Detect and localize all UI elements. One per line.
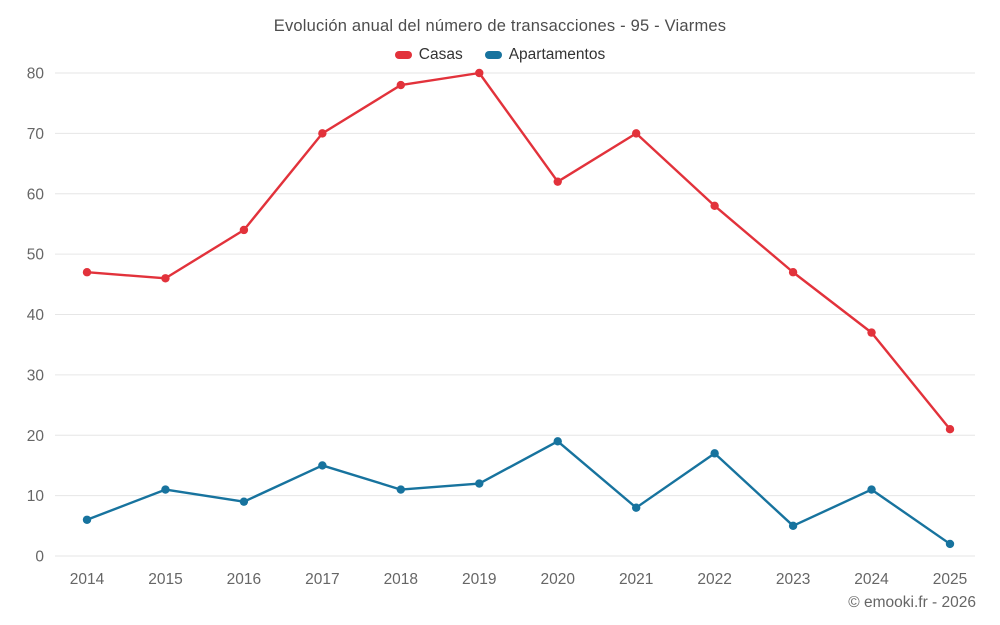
y-tick-label: 60	[27, 186, 45, 203]
legend-label-casas: Casas	[418, 46, 463, 63]
data-point-casas[interactable]	[318, 129, 327, 138]
data-point-apartamentos[interactable]	[710, 449, 719, 458]
data-point-apartamentos[interactable]	[631, 503, 641, 512]
data-point-apartamentos[interactable]	[867, 485, 876, 494]
series-line-casas	[85, 71, 952, 431]
x-tick-label: 2023	[776, 571, 810, 588]
x-tick-label: 2017	[305, 571, 339, 588]
data-point-apartamentos[interactable]	[161, 485, 170, 494]
y-tick-label: 30	[27, 367, 45, 384]
legend-marker-casas	[394, 51, 412, 59]
data-point-apartamentos[interactable]	[82, 515, 92, 524]
legend-label-apartamentos: Apartamentos	[508, 46, 606, 63]
y-tick-label: 10	[27, 488, 45, 505]
y-tick-label: 80	[27, 66, 45, 83]
chart-title: Evolución anual del número de transaccio…	[273, 17, 727, 35]
data-point-casas[interactable]	[475, 68, 484, 78]
data-point-casas[interactable]	[396, 80, 406, 90]
data-point-casas[interactable]	[710, 201, 719, 211]
y-tick-label: 0	[35, 549, 44, 566]
data-point-casas[interactable]	[788, 268, 798, 277]
data-point-casas[interactable]	[631, 129, 641, 138]
x-tick-label: 2022	[697, 571, 731, 588]
x-tick-label: 2016	[227, 571, 261, 588]
y-tick-label: 50	[27, 247, 45, 264]
x-tick-label: 2018	[384, 571, 418, 588]
data-point-casas[interactable]	[239, 225, 249, 235]
data-point-apartamentos[interactable]	[475, 479, 484, 488]
y-tick-label: 20	[27, 428, 45, 445]
data-point-casas[interactable]	[867, 328, 876, 337]
legend-item-apartamentos[interactable]: Apartamentos	[484, 46, 606, 64]
data-point-apartamentos[interactable]	[553, 437, 562, 446]
data-point-apartamentos[interactable]	[239, 497, 249, 506]
x-tick-label: 2019	[462, 571, 496, 588]
y-tick-label: 70	[27, 126, 45, 143]
data-point-casas[interactable]	[553, 177, 562, 186]
data-point-apartamentos[interactable]	[945, 539, 955, 549]
series-line-apartamentos	[85, 440, 952, 546]
data-point-apartamentos[interactable]	[788, 521, 798, 531]
x-tick-label: 2024	[854, 571, 889, 588]
data-point-casas[interactable]	[945, 425, 955, 434]
data-point-casas[interactable]	[161, 274, 170, 283]
credit-text: © emooki.fr - 2026	[848, 594, 976, 611]
x-tick-label: 2014	[70, 571, 105, 588]
chart-legend: Casas Apartamentos	[0, 46, 1000, 64]
data-point-apartamentos[interactable]	[396, 485, 406, 494]
legend-item-casas[interactable]: Casas	[394, 46, 463, 64]
x-tick-label: 2015	[148, 571, 182, 588]
legend-marker-apartamentos	[484, 51, 502, 59]
data-point-casas[interactable]	[82, 268, 92, 277]
y-tick-label: 40	[27, 307, 45, 324]
data-point-apartamentos[interactable]	[318, 461, 327, 470]
x-tick-label: 2020	[540, 571, 575, 588]
x-tick-label: 2025	[933, 571, 967, 588]
x-tick-label: 2021	[619, 571, 653, 588]
